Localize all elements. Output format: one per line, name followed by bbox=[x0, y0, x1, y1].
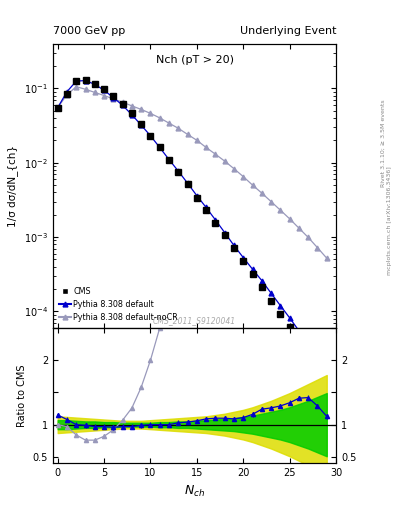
Y-axis label: 1/σ dσ/dN_{ch}: 1/σ dσ/dN_{ch} bbox=[7, 145, 18, 227]
Text: mcplots.cern.ch [arXiv:1306.3436]: mcplots.cern.ch [arXiv:1306.3436] bbox=[387, 166, 391, 274]
Y-axis label: Ratio to CMS: Ratio to CMS bbox=[17, 365, 27, 427]
Text: Underlying Event: Underlying Event bbox=[239, 26, 336, 36]
Text: 7000 GeV pp: 7000 GeV pp bbox=[53, 26, 125, 36]
Legend: CMS, Pythia 8.308 default, Pythia 8.308 default-noCR: CMS, Pythia 8.308 default, Pythia 8.308 … bbox=[57, 286, 180, 324]
Text: Nch (pT > 20): Nch (pT > 20) bbox=[156, 55, 233, 65]
Text: CMS_2011_S9120041: CMS_2011_S9120041 bbox=[153, 316, 236, 325]
X-axis label: $N_{ch}$: $N_{ch}$ bbox=[184, 484, 205, 499]
Text: Rivet 3.1.10; ≥ 3.5M events: Rivet 3.1.10; ≥ 3.5M events bbox=[381, 99, 386, 187]
